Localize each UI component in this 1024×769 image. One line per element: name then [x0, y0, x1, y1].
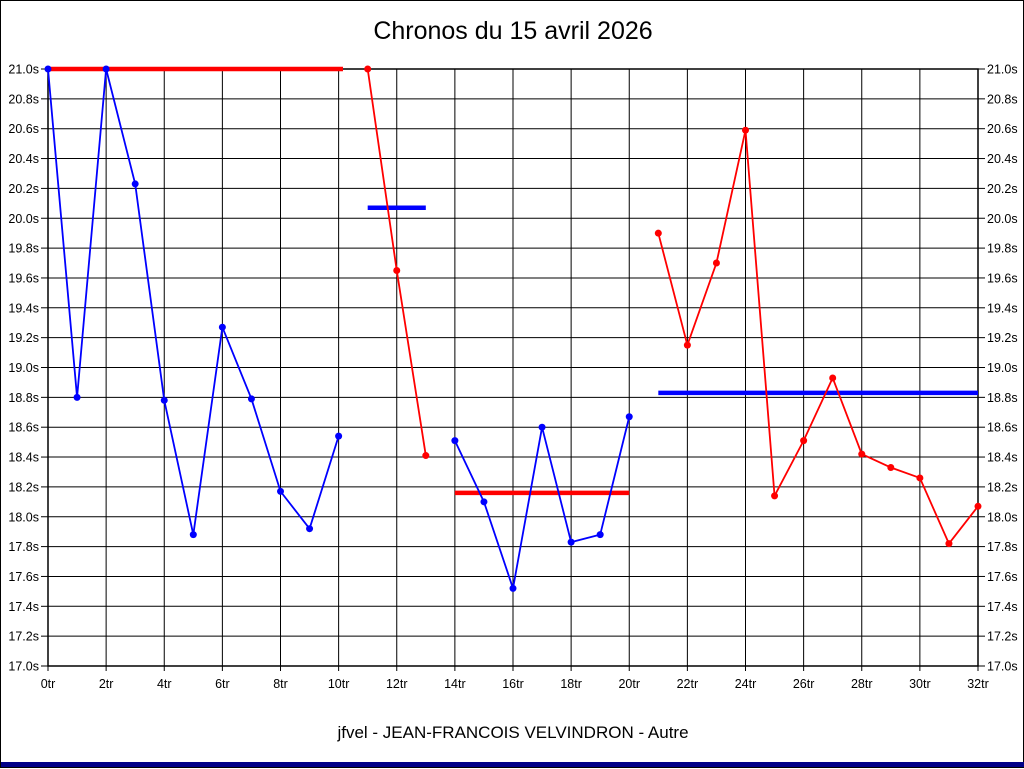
- y-axis-label-right: 18.6s: [987, 421, 1018, 435]
- y-axis-label-left: 20.2s: [8, 182, 39, 196]
- y-axis-label-right: 20.8s: [987, 92, 1018, 106]
- data-point-blue: [277, 487, 284, 495]
- data-point-red: [364, 65, 372, 73]
- data-point-red: [945, 540, 953, 548]
- y-axis-label-left: 18.8s: [8, 391, 39, 405]
- y-axis-label-left: 21.0s: [8, 63, 39, 77]
- y-axis-label-left: 18.6s: [8, 421, 39, 435]
- data-point-red: [683, 341, 691, 349]
- data-point-blue: [596, 531, 604, 539]
- data-point-blue: [538, 423, 546, 431]
- data-point-red: [974, 502, 982, 510]
- y-axis-label-right: 17.4s: [987, 600, 1018, 614]
- x-axis-label: 8tr: [273, 677, 288, 691]
- y-axis-label-right: 19.2s: [987, 331, 1018, 345]
- data-point-red: [742, 126, 749, 134]
- x-axis-label: 10tr: [328, 677, 350, 691]
- data-point-blue: [306, 525, 314, 533]
- x-axis-label: 6tr: [215, 677, 230, 691]
- y-axis-label-left: 19.2s: [8, 331, 39, 345]
- y-axis-label-left: 19.6s: [8, 271, 39, 285]
- data-point-red: [712, 259, 720, 267]
- data-point-blue: [189, 531, 197, 539]
- y-axis-label-left: 18.2s: [8, 480, 39, 494]
- data-point-blue: [451, 437, 459, 445]
- x-axis-label: 32tr: [967, 677, 989, 691]
- chart-title: Chronos du 15 avril 2026: [373, 17, 653, 45]
- y-axis-label-right: 21.0s: [987, 63, 1018, 77]
- y-axis-label-left: 18.4s: [8, 451, 39, 465]
- y-axis-label-right: 18.4s: [987, 451, 1018, 465]
- data-point-red: [887, 463, 895, 471]
- y-axis-label-right: 18.2s: [987, 480, 1018, 494]
- data-point-red: [829, 374, 837, 382]
- data-point-blue: [480, 498, 488, 506]
- y-axis-label-left: 17.6s: [8, 570, 39, 584]
- data-point-blue: [218, 323, 226, 331]
- y-axis-label-left: 19.0s: [8, 361, 39, 375]
- x-axis-label: 0tr: [41, 677, 56, 691]
- data-point-red: [800, 437, 808, 445]
- data-point-blue: [247, 395, 255, 403]
- y-axis-label-left: 19.8s: [8, 242, 39, 256]
- data-point-blue: [131, 180, 139, 188]
- y-axis-label-right: 20.2s: [987, 182, 1018, 196]
- x-axis-label: 18tr: [560, 677, 582, 691]
- data-point-blue: [625, 413, 633, 421]
- y-axis-label-right: 18.0s: [987, 510, 1018, 524]
- y-axis-label-right: 17.2s: [987, 630, 1018, 644]
- y-axis-label-left: 17.0s: [8, 660, 39, 674]
- y-axis-label-left: 20.0s: [8, 212, 39, 226]
- y-axis-label-left: 18.0s: [8, 510, 39, 524]
- data-point-blue: [567, 538, 575, 546]
- y-axis-label-right: 17.0s: [987, 660, 1018, 674]
- y-axis-label-left: 20.4s: [8, 152, 39, 166]
- x-axis-label: 14tr: [444, 677, 466, 691]
- x-axis-label: 16tr: [502, 677, 524, 691]
- data-point-blue: [509, 584, 517, 592]
- y-axis-label-right: 19.0s: [987, 361, 1018, 375]
- data-point-blue: [44, 65, 52, 73]
- x-axis-label: 12tr: [386, 677, 408, 691]
- y-axis-label-right: 17.8s: [987, 540, 1018, 554]
- data-point-red: [858, 450, 866, 458]
- x-axis-label: 26tr: [793, 677, 815, 691]
- data-point-blue: [102, 65, 110, 73]
- y-axis-label-right: 20.6s: [987, 122, 1018, 136]
- y-axis-label-left: 17.4s: [8, 600, 39, 614]
- data-point-red: [771, 492, 779, 500]
- data-point-blue: [160, 396, 168, 404]
- data-point-red: [654, 229, 662, 237]
- series-line-blue: [47, 68, 340, 535]
- bottom-bar: [1, 762, 1024, 767]
- x-axis-label: 20tr: [618, 677, 640, 691]
- y-axis-label-left: 20.6s: [8, 122, 39, 136]
- x-axis-label: 22tr: [677, 677, 699, 691]
- data-point-blue: [335, 432, 343, 440]
- series-line-red: [657, 130, 979, 546]
- y-axis-label-left: 19.4s: [8, 301, 39, 315]
- x-axis-label: 4tr: [157, 677, 172, 691]
- chart-caption: jfvel - JEAN-FRANCOIS VELVINDRON - Autre: [337, 723, 689, 742]
- y-axis-label-right: 19.6s: [987, 271, 1018, 285]
- y-axis-label-right: 17.6s: [987, 570, 1018, 584]
- y-axis-label-right: 20.0s: [987, 212, 1018, 226]
- x-axis-label: 2tr: [99, 677, 114, 691]
- x-axis-label: 28tr: [851, 677, 873, 691]
- x-axis-label: 30tr: [909, 677, 931, 691]
- data-point-red: [916, 474, 924, 482]
- y-axis-label-right: 19.4s: [987, 301, 1018, 315]
- data-point-blue: [73, 393, 81, 401]
- x-axis-label: 24tr: [735, 677, 757, 691]
- data-point-red: [393, 266, 401, 274]
- y-axis-label-right: 19.8s: [987, 242, 1018, 256]
- y-axis-label-left: 20.8s: [8, 92, 39, 106]
- y-axis-label-left: 17.8s: [8, 540, 39, 554]
- y-axis-label-left: 17.2s: [8, 630, 39, 644]
- y-axis-label-right: 20.4s: [987, 152, 1018, 166]
- data-point-red: [422, 452, 430, 460]
- y-axis-label-right: 18.8s: [987, 391, 1018, 405]
